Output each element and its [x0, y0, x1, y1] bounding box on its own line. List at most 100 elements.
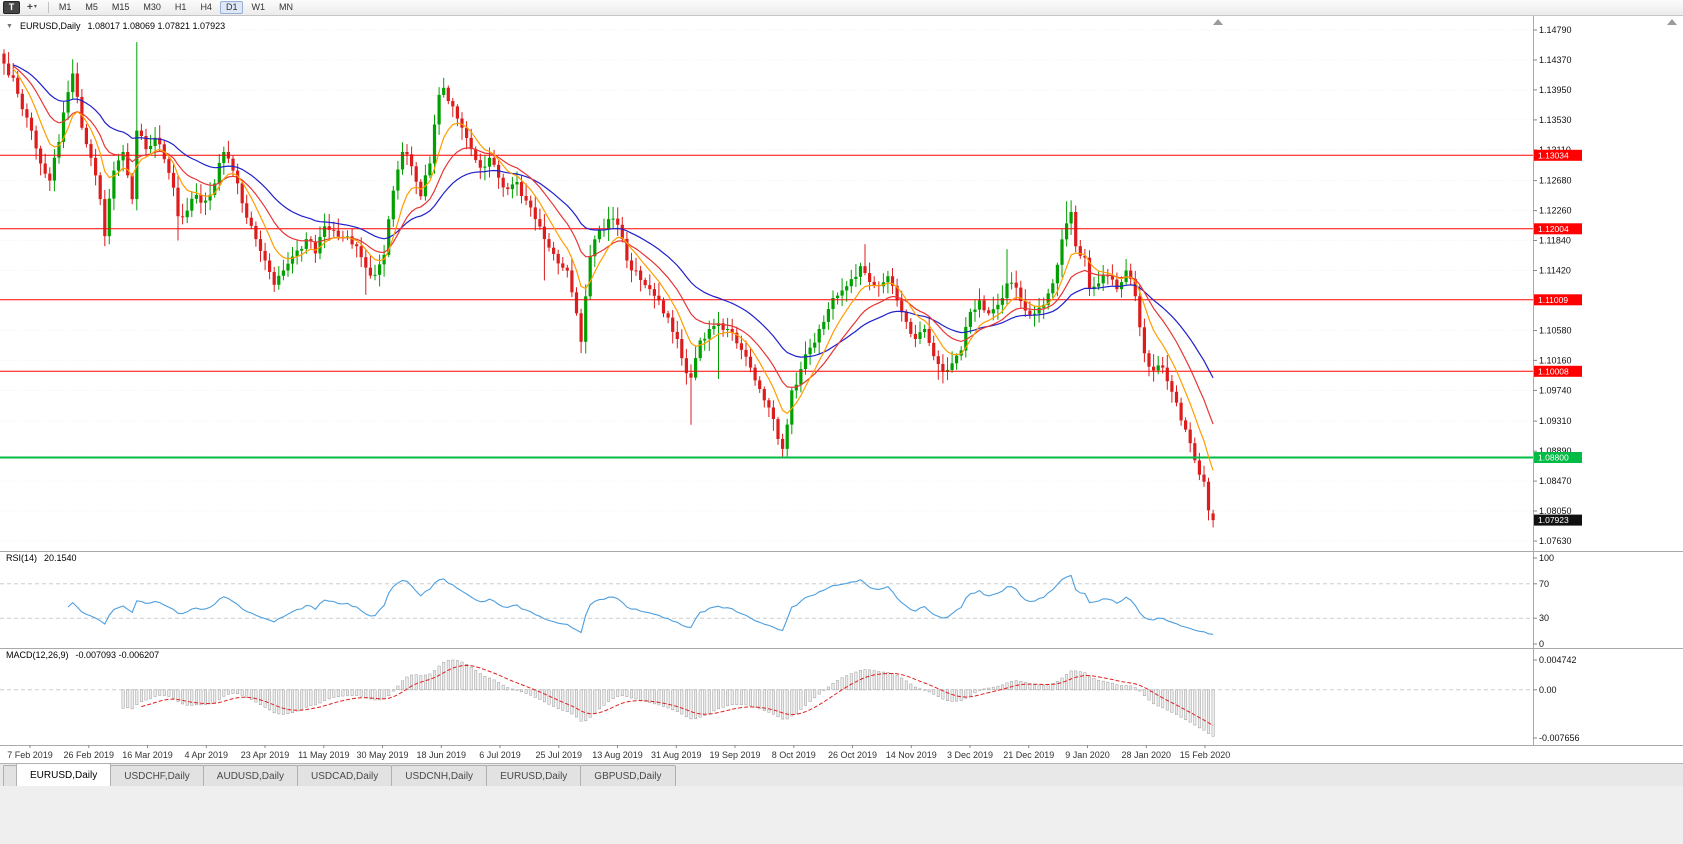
crosshair-icon: +: [27, 2, 33, 13]
svg-text:7 Feb 2019: 7 Feb 2019: [7, 750, 53, 760]
svg-text:4 Apr 2019: 4 Apr 2019: [185, 750, 229, 760]
chart-tab-6[interactable]: GBPUSD,Daily: [580, 765, 676, 786]
symbol-period-label: EURUSD,Daily: [19, 21, 81, 31]
svg-text:1.09310: 1.09310: [1539, 416, 1572, 426]
price-badges: 1.13034 1.12004 1.11009 1.10008 1.08800 1.079…: [1534, 149, 1582, 526]
svg-text:8 Oct 2019: 8 Oct 2019: [772, 750, 816, 760]
svg-text:26 Oct 2019: 26 Oct 2019: [828, 750, 877, 760]
svg-text:1.08470: 1.08470: [1539, 476, 1572, 486]
svg-text:1.13950: 1.13950: [1539, 85, 1572, 95]
svg-text:30 May 2019: 30 May 2019: [356, 750, 408, 760]
svg-text:1.12260: 1.12260: [1539, 206, 1572, 216]
svg-text:11 May 2019: 11 May 2019: [298, 750, 349, 760]
svg-text:1.08890: 1.08890: [1539, 446, 1572, 456]
chart-title: ▼ EURUSD,Daily 1.08017 1.08069 1.07821 1…: [6, 21, 225, 31]
chart-shift-marker[interactable]: [1213, 19, 1223, 25]
svg-text:25 Jul 2019: 25 Jul 2019: [536, 750, 583, 760]
svg-text:-0.007656: -0.007656: [1539, 733, 1580, 743]
svg-text:3 Dec 2019: 3 Dec 2019: [947, 750, 993, 760]
svg-text:1.14370: 1.14370: [1539, 55, 1572, 65]
macd-values: -0.007093 -0.006207: [75, 650, 160, 660]
horizontal-level-lines[interactable]: [0, 154, 1533, 459]
svg-text:28 Jan 2020: 28 Jan 2020: [1122, 750, 1172, 760]
current-price-badge: [1534, 514, 1582, 526]
svg-text:6 Jul 2019: 6 Jul 2019: [479, 750, 521, 760]
chart-tab-bar: EURUSD,Daily USDCHF,Daily AUDUSD,Daily USDC…: [0, 763, 1683, 786]
window-footer: [0, 786, 1683, 844]
svg-text:1.11009: 1.11009: [1538, 295, 1568, 305]
svg-text:100: 100: [1539, 553, 1554, 563]
svg-text:1.14790: 1.14790: [1539, 25, 1572, 35]
svg-text:31 Aug 2019: 31 Aug 2019: [651, 750, 702, 760]
timeframe-button-d1[interactable]: D1: [219, 1, 244, 14]
svg-text:21 Dec 2019: 21 Dec 2019: [1003, 750, 1054, 760]
ma-slow-line: [12, 64, 1214, 379]
svg-text:0: 0: [1539, 639, 1544, 649]
svg-text:1.11840: 1.11840: [1539, 236, 1571, 246]
crosshair-tool-button[interactable]: + ▾: [22, 1, 42, 14]
svg-text:0.004742: 0.004742: [1539, 655, 1577, 665]
rsi-indicator-label: RSI(14) 20.1540: [6, 553, 77, 563]
timeframe-button-mn[interactable]: MN: [278, 2, 293, 12]
svg-text:23 Apr 2019: 23 Apr 2019: [241, 750, 290, 760]
timeframe-button-w1[interactable]: W1: [251, 2, 265, 12]
ma-fast-line: [12, 68, 1214, 471]
svg-text:1.08050: 1.08050: [1539, 506, 1572, 516]
price-chart-svg: 1.147901.143701.139501.135301.131101.126…: [0, 16, 1683, 760]
timeframe-button-m1[interactable]: M1: [58, 2, 72, 12]
timeframe-button-h4[interactable]: H4: [200, 2, 212, 12]
svg-text:1.12004: 1.12004: [1538, 224, 1569, 234]
svg-text:18 Jun 2019: 18 Jun 2019: [417, 750, 467, 760]
rsi-axis-labels: 100 70 30 0: [1533, 553, 1554, 649]
top-toolbar: T + ▾ M1 M5 M15 M30 H1 H4 D1 W1 MN: [0, 0, 1683, 16]
price-axis-labels: 1.147901.143701.139501.135301.131101.126…: [1533, 25, 1572, 546]
chart-area[interactable]: 1.147901.143701.139501.135301.131101.126…: [0, 16, 1683, 763]
timeframe-button-m15[interactable]: M15: [111, 2, 130, 12]
svg-text:1.12680: 1.12680: [1539, 176, 1572, 186]
macd-axis-labels: 0.004742 0.00 -0.007656: [1533, 655, 1580, 743]
timeframe-button-m30[interactable]: M30: [143, 2, 161, 12]
chart-tab-1[interactable]: USDCHF,Daily: [110, 765, 204, 786]
svg-text:70: 70: [1539, 579, 1549, 589]
macd-signal-line: [141, 664, 1214, 726]
svg-text:1.07923: 1.07923: [1538, 515, 1569, 525]
chart-tab-2[interactable]: AUDUSD,Daily: [202, 765, 299, 786]
svg-text:1.10160: 1.10160: [1539, 355, 1572, 365]
svg-text:15 Feb 2020: 15 Feb 2020: [1180, 750, 1231, 760]
chart-tab-0-active[interactable]: EURUSD,Daily: [16, 763, 112, 786]
svg-text:14 Nov 2019: 14 Nov 2019: [886, 750, 937, 760]
rsi-line: [67, 574, 1214, 635]
svg-text:30: 30: [1539, 613, 1549, 623]
rsi-name: RSI(14): [6, 553, 38, 563]
svg-text:19 Sep 2019: 19 Sep 2019: [709, 750, 760, 760]
ma-medium-line: [12, 65, 1214, 425]
chart-tab-3[interactable]: USDCAD,Daily: [297, 765, 393, 786]
price-gridlines: [0, 29, 1533, 542]
svg-text:13 Aug 2019: 13 Aug 2019: [592, 750, 643, 760]
svg-text:1.10008: 1.10008: [1538, 366, 1569, 376]
collapse-arrow-icon[interactable]: ▼: [6, 22, 13, 30]
macd-indicator-label: MACD(12,26,9) -0.007093 -0.006207: [6, 650, 159, 660]
svg-text:0.00: 0.00: [1539, 685, 1557, 695]
timeframe-buttons: M1 M5 M15 M30 H1 H4 D1 W1 MN: [53, 1, 299, 14]
timeframe-button-m5[interactable]: M5: [85, 2, 98, 12]
svg-text:1.08800: 1.08800: [1538, 453, 1569, 463]
chart-tab-4[interactable]: USDCNH,Daily: [391, 765, 488, 786]
svg-text:1.13034: 1.13034: [1538, 150, 1569, 160]
tab-stub[interactable]: [3, 765, 17, 786]
panel-separators[interactable]: [0, 551, 1683, 746]
svg-text:1.13530: 1.13530: [1539, 115, 1572, 125]
toolbar-separator: [47, 2, 49, 13]
scroll-up-icon[interactable]: [1667, 19, 1677, 25]
svg-text:1.09740: 1.09740: [1539, 385, 1572, 395]
chevron-down-icon: ▾: [33, 4, 37, 10]
ohlc-values: 1.08017 1.08069 1.07821 1.07923: [87, 21, 226, 31]
svg-text:9 Jan 2020: 9 Jan 2020: [1065, 750, 1110, 760]
macd-histogram: [121, 659, 1215, 737]
chart-template-button[interactable]: T: [3, 1, 20, 14]
svg-text:1.07630: 1.07630: [1539, 536, 1572, 546]
chart-tab-5[interactable]: EURUSD,Daily: [486, 765, 582, 786]
timeframe-button-h1[interactable]: H1: [174, 2, 187, 12]
svg-text:1.11420: 1.11420: [1539, 266, 1571, 276]
date-axis-labels: 7 Feb 2019 26 Feb 2019 16 Mar 2019 4 Apr 20…: [7, 745, 1230, 760]
